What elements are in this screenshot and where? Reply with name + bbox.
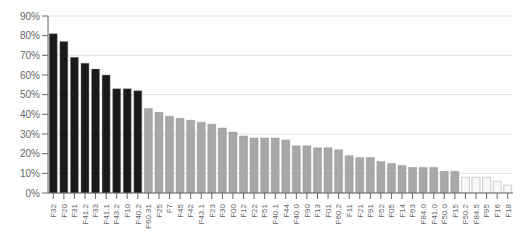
svg-text:90%: 90% (20, 11, 40, 22)
svg-text:F50.0: F50.0 (440, 203, 449, 224)
svg-text:F01: F01 (324, 203, 333, 217)
svg-text:F41.0: F41.0 (430, 203, 439, 224)
svg-text:F40.0: F40.0 (292, 203, 301, 224)
svg-text:F52: F52 (377, 203, 386, 217)
svg-text:F22: F22 (250, 203, 259, 217)
svg-text:F18: F18 (504, 203, 513, 217)
svg-text:F51: F51 (260, 203, 269, 217)
svg-text:F31: F31 (70, 203, 79, 217)
svg-text:F50.2: F50.2 (461, 203, 470, 224)
svg-text:F60.2: F60.2 (334, 203, 343, 224)
svg-text:F15: F15 (451, 203, 460, 217)
svg-text:F7: F7 (165, 203, 174, 213)
svg-text:F12: F12 (239, 203, 248, 217)
svg-text:80%: 80% (20, 30, 40, 41)
svg-text:F63: F63 (408, 203, 417, 217)
svg-text:F40.1: F40.1 (271, 203, 280, 224)
svg-text:F13: F13 (313, 203, 322, 217)
svg-text:20%: 20% (20, 148, 40, 159)
svg-text:F14: F14 (398, 203, 407, 217)
svg-text:F60.31: F60.31 (144, 203, 153, 228)
svg-text:F41.2: F41.2 (81, 203, 90, 224)
svg-text:30%: 30% (20, 129, 40, 140)
svg-text:F40.2: F40.2 (134, 203, 143, 224)
svg-text:F10: F10 (123, 203, 132, 217)
svg-text:F42: F42 (186, 203, 195, 217)
svg-text:0%: 0% (26, 188, 41, 199)
svg-text:F16: F16 (493, 203, 502, 217)
svg-text:F41.1: F41.1 (102, 203, 111, 224)
svg-text:F21: F21 (356, 203, 365, 217)
svg-text:10%: 10% (20, 168, 40, 179)
svg-text:F90: F90 (303, 203, 312, 217)
svg-text:F43.2: F43.2 (112, 203, 121, 224)
svg-text:50%: 50% (20, 89, 40, 100)
svg-text:F84.5: F84.5 (472, 203, 481, 224)
svg-text:F84.0: F84.0 (419, 203, 428, 224)
svg-text:70%: 70% (20, 50, 40, 61)
svg-text:F23: F23 (208, 203, 217, 217)
svg-text:F05: F05 (387, 203, 396, 217)
svg-text:F45: F45 (176, 203, 185, 217)
svg-text:F32: F32 (49, 203, 58, 217)
svg-text:F44: F44 (282, 203, 291, 217)
svg-text:F25: F25 (155, 203, 164, 217)
svg-text:60%: 60% (20, 70, 40, 81)
svg-text:F95: F95 (482, 203, 491, 217)
svg-text:F91: F91 (366, 203, 375, 217)
svg-text:F33: F33 (91, 203, 100, 217)
svg-text:F20: F20 (60, 203, 69, 217)
svg-text:F11: F11 (345, 203, 354, 217)
svg-text:40%: 40% (20, 109, 40, 120)
svg-text:F30: F30 (218, 203, 227, 217)
svg-text:F43.1: F43.1 (197, 203, 206, 224)
svg-text:F00: F00 (229, 203, 238, 217)
